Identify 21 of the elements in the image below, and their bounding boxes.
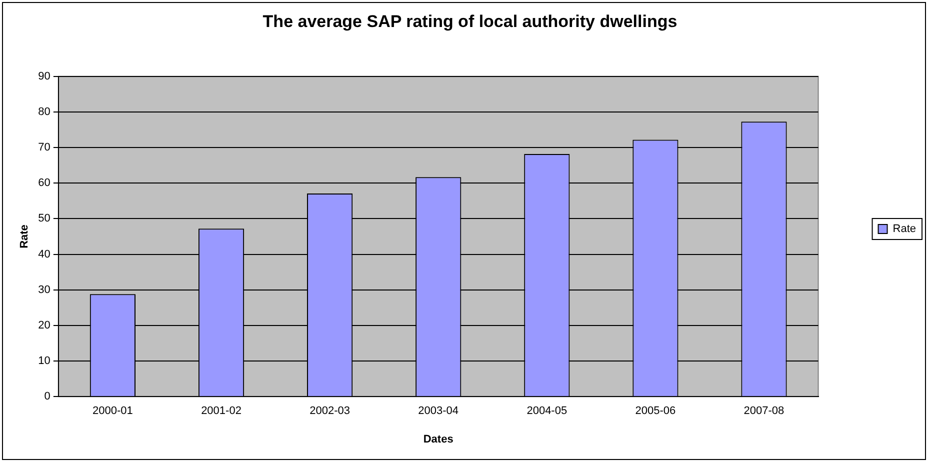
x-tick-label: 2004-05 <box>526 405 568 418</box>
y-tick-label: 10 <box>38 355 50 368</box>
y-tick-label: 50 <box>38 212 50 225</box>
x-tick-label: 2007-08 <box>744 405 784 418</box>
x-axis-title: Dates <box>423 433 454 446</box>
x-tick-label: 2002-03 <box>310 405 350 418</box>
y-tick-label: 90 <box>38 70 50 82</box>
x-tick-label: 2001-02 <box>201 405 242 418</box>
y-tick-label: 60 <box>38 177 50 190</box>
y-tick-label: 80 <box>38 106 50 118</box>
y-tick-label: 20 <box>38 319 50 332</box>
y-axis-title: Rate <box>18 224 31 248</box>
y-tick-label: 40 <box>38 248 50 260</box>
y-tick-label: 30 <box>38 284 50 296</box>
y-tick-label: 70 <box>38 142 50 154</box>
chart-title: The average SAP rating of local authority dwellings <box>262 12 678 31</box>
y-tick-label: 0 <box>44 390 50 403</box>
x-tick-label: 2005-06 <box>635 405 676 418</box>
legend-label: Rate <box>892 223 916 236</box>
x-tick-label: 2000-01 <box>92 405 133 418</box>
x-tick-label: 2003-04 <box>418 405 459 418</box>
